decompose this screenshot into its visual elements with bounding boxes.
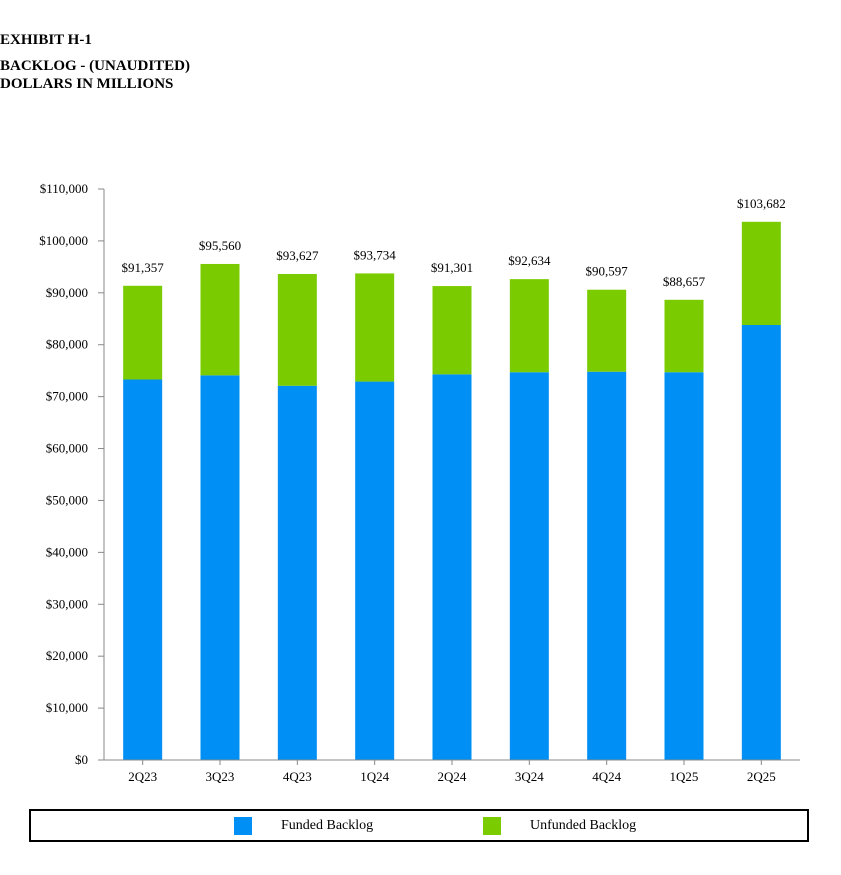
legend-swatch-funded [234, 817, 252, 835]
bar-unfunded-2Q24 [432, 286, 472, 375]
bar-unfunded-3Q24 [509, 279, 549, 373]
legend-swatch-unfunded [483, 817, 501, 835]
total-label-4Q23: $93,627 [276, 248, 319, 263]
bar-unfunded-4Q24 [587, 289, 627, 372]
y-tick-label: $20,000 [46, 648, 88, 663]
y-tick-label: $80,000 [46, 337, 88, 352]
legend-item-funded: Funded Backlog [234, 817, 373, 835]
bar-unfunded-2Q25 [741, 221, 781, 326]
x-tick-label-2Q25: 2Q25 [747, 769, 776, 784]
bar-unfunded-2Q23 [123, 285, 163, 380]
x-tick-label-1Q24: 1Q24 [360, 769, 389, 784]
bars-group: $91,357 $95,560 $93,627 $93,734 $91,301 $92,6… [122, 196, 786, 760]
chart-legend: Funded Backlog Unfunded Backlog [29, 809, 809, 842]
total-label-1Q25: $88,657 [663, 274, 706, 289]
x-tick-label-4Q24: 4Q24 [592, 769, 621, 784]
y-axis: $0 $10,000 $20,000 $30,000 $40,000 $50,000 $60… [39, 181, 105, 767]
y-tick-label: $30,000 [46, 596, 88, 611]
bar-funded-4Q24 [587, 371, 627, 760]
backlog-bar-chart: $0 $10,000 $20,000 $30,000 $40,000 $50,000 $60… [39, 181, 800, 784]
x-tick-label-1Q25: 1Q25 [670, 769, 699, 784]
total-label-4Q24: $90,597 [586, 264, 629, 279]
y-tick-label: $100,000 [39, 233, 88, 248]
y-tick-label: $110,000 [40, 181, 88, 196]
total-label-2Q23: $91,357 [122, 260, 165, 275]
bar-unfunded-1Q24 [355, 273, 395, 382]
bar-funded-3Q23 [200, 375, 240, 760]
x-tick-label-4Q23: 4Q23 [283, 769, 312, 784]
y-tick-label: $90,000 [46, 285, 88, 300]
legend-item-unfunded: Unfunded Backlog [483, 817, 636, 835]
x-tick-label-2Q24: 2Q24 [438, 769, 467, 784]
total-label-2Q25: $103,682 [737, 196, 786, 211]
exhibit-label: EXHIBIT H-1 [0, 32, 92, 48]
bar-funded-3Q24 [509, 372, 549, 760]
bar-funded-1Q24 [355, 381, 395, 760]
legend-label-unfunded: Unfunded Backlog [530, 818, 637, 833]
chart-subtitle: DOLLARS IN MILLIONS [0, 76, 174, 92]
x-tick-label-3Q24: 3Q24 [515, 769, 544, 784]
chart-title: BACKLOG - (UNAUDITED) [0, 58, 191, 74]
y-tick-label: $10,000 [46, 700, 88, 715]
bar-funded-1Q25 [664, 372, 704, 760]
bar-unfunded-1Q25 [664, 299, 704, 373]
bar-funded-2Q23 [123, 379, 163, 760]
bar-unfunded-4Q23 [277, 273, 317, 386]
y-tick-label: $40,000 [46, 544, 88, 559]
y-tick-label: $50,000 [46, 492, 88, 507]
y-tick-label: $70,000 [46, 389, 88, 404]
total-label-2Q24: $91,301 [431, 260, 473, 275]
y-tick-label: $0 [75, 752, 88, 767]
total-label-1Q24: $93,734 [354, 247, 397, 262]
legend-label-funded: Funded Backlog [281, 818, 374, 833]
bar-unfunded-3Q23 [200, 263, 240, 376]
total-label-3Q24: $92,634 [508, 253, 551, 268]
bar-funded-4Q23 [277, 385, 317, 760]
x-tick-label-3Q23: 3Q23 [206, 769, 235, 784]
total-label-3Q23: $95,560 [199, 238, 241, 253]
bar-funded-2Q24 [432, 374, 472, 760]
y-tick-label: $60,000 [46, 441, 88, 456]
x-axis: 2Q23 3Q23 4Q23 1Q24 2Q24 3Q24 4Q24 1Q25 2Q25 [104, 759, 800, 784]
x-tick-label-2Q23: 2Q23 [128, 769, 157, 784]
bar-funded-2Q25 [741, 325, 781, 760]
